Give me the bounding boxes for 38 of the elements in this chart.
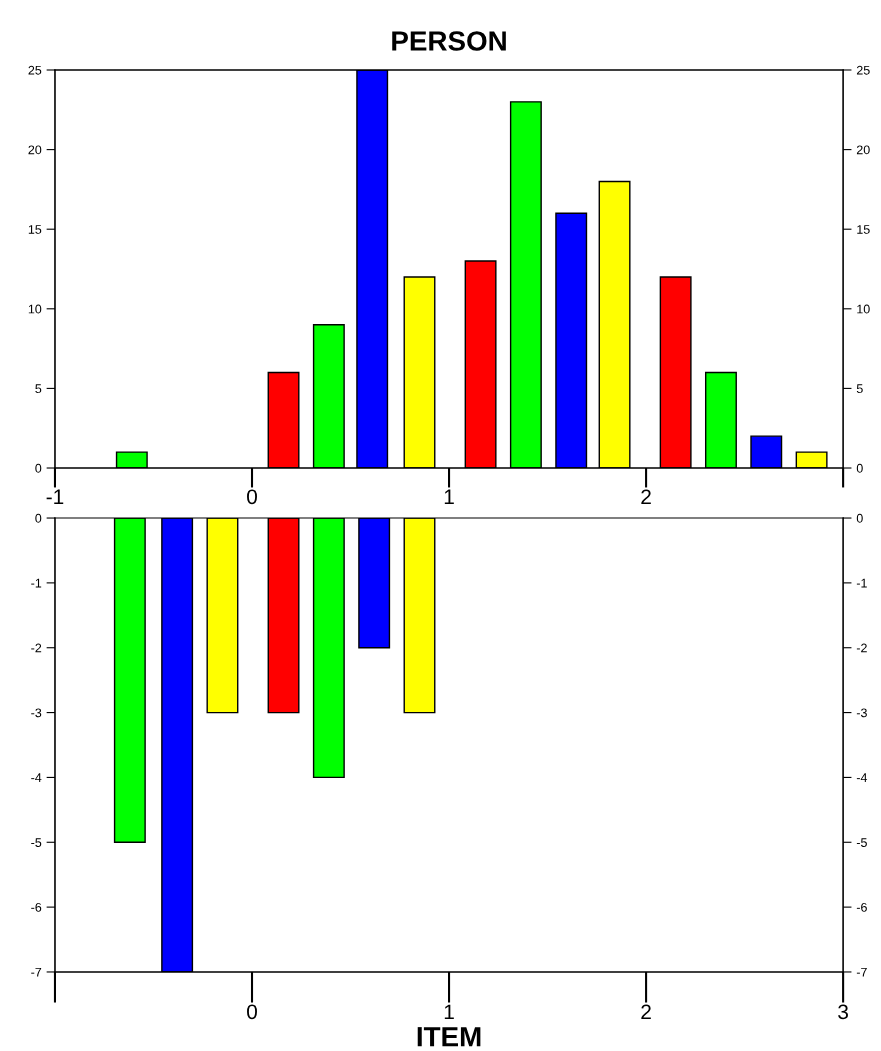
x-tick-label: 0 [247, 1004, 257, 1020]
y2-tick-label: 0 [856, 463, 863, 473]
y2-tick-label: -6 [856, 902, 867, 912]
y2-tick-label: 5 [856, 384, 863, 394]
y-tick-label: -2 [31, 643, 42, 653]
y-tick-label: 0 [35, 463, 42, 473]
x-tick-label: 2 [641, 1004, 651, 1020]
y-tick-label: -6 [31, 902, 42, 912]
y2-tick-label: 0 [856, 513, 863, 523]
y2-tick-label: -5 [856, 838, 867, 847]
y2-tick-label: 25 [856, 65, 870, 75]
y-tick-label: 25 [28, 65, 42, 75]
x-tick-label: -1 [46, 489, 64, 504]
y2-tick-label: 10 [857, 304, 870, 314]
y2-tick-label: 15 [857, 225, 870, 234]
y-tick-label: -1 [31, 578, 42, 588]
y2-tick-label: -4 [856, 773, 868, 782]
y-tick-label: 20 [28, 145, 42, 155]
y-tick-label: 5 [35, 384, 42, 394]
x-tick-label: 0 [247, 489, 257, 505]
x-tick-label: 3 [838, 1004, 848, 1020]
y-tick-label: 0 [35, 513, 42, 523]
y2-tick-label: -1 [856, 578, 867, 588]
x-tick-label: 2 [641, 489, 651, 504]
y2-tick-label: -2 [856, 643, 867, 653]
y2-tick-label: -7 [856, 967, 867, 977]
x-axis-title: ITEM [417, 1027, 481, 1047]
chart-title: PERSON [392, 31, 506, 51]
y-tick-label: -4 [31, 773, 42, 782]
y-tick-label: 15 [28, 225, 42, 234]
x-tick-label: 1 [444, 1004, 454, 1020]
y-tick-label: -3 [31, 708, 42, 718]
y2-tick-label: -3 [856, 708, 867, 718]
y-tick-label: -7 [31, 967, 42, 977]
y-tick-label: 10 [28, 304, 42, 314]
x-tick-label: 1 [444, 489, 454, 504]
y2-tick-label: 20 [856, 145, 870, 155]
y-tick-label: -5 [31, 838, 42, 847]
